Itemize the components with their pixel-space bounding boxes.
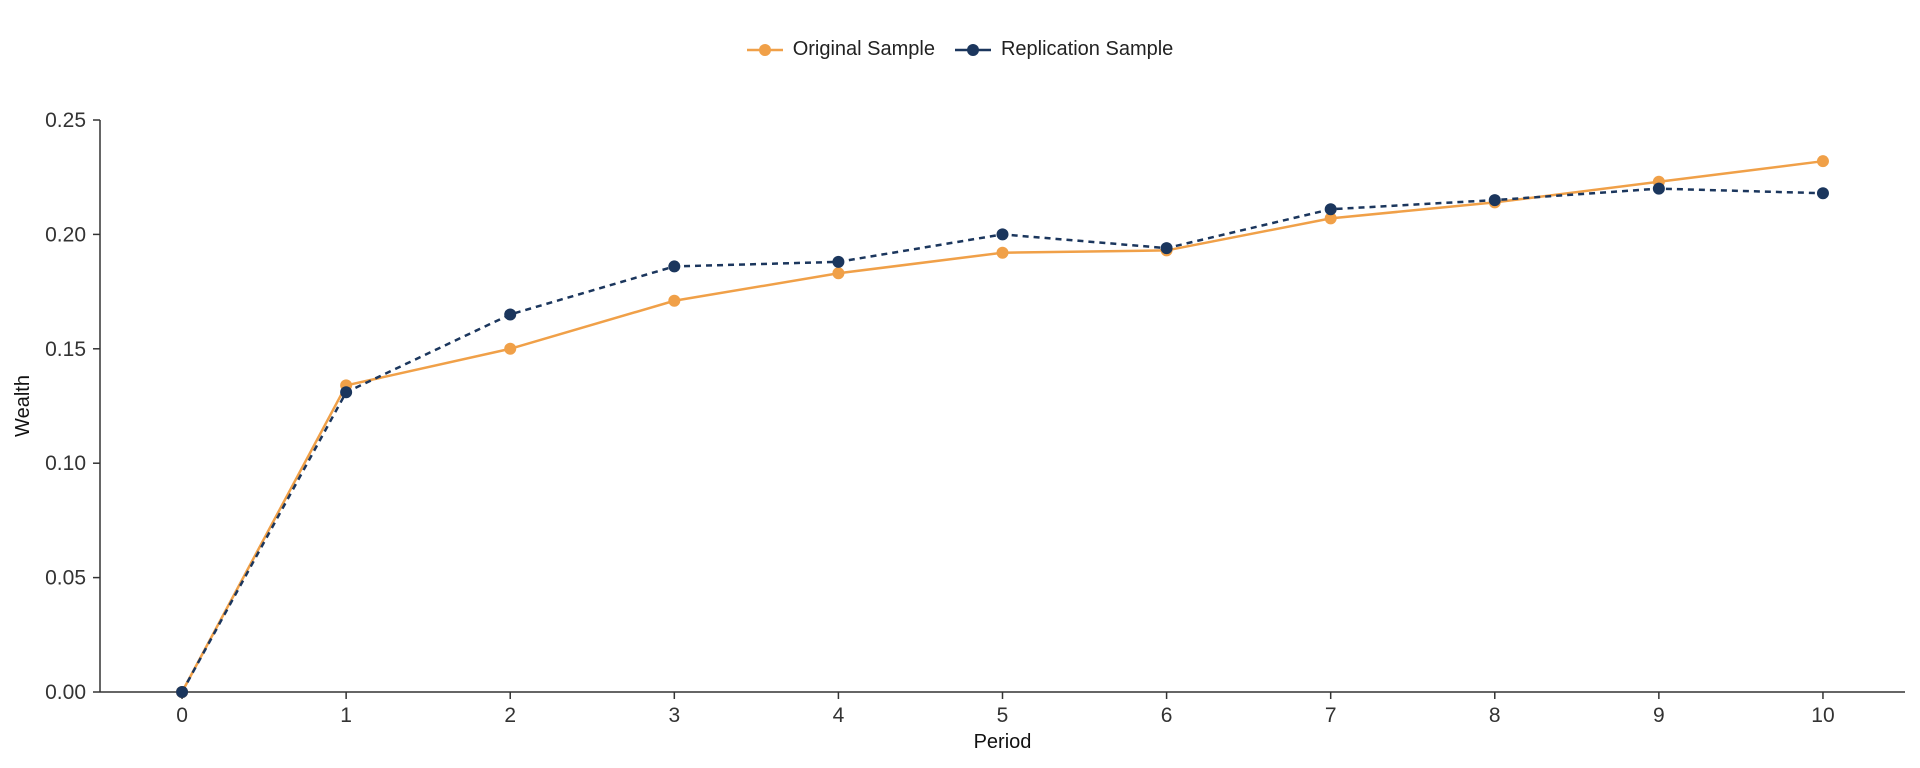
data-point-series-0 [504, 342, 517, 355]
legend-swatch-original [746, 43, 783, 56]
data-point-series-1 [832, 255, 845, 268]
data-point-series-1 [668, 260, 681, 273]
y-tick-label: 0.20 [45, 223, 86, 246]
x-tick-label: 6 [1161, 704, 1173, 727]
data-point-series-0 [996, 246, 1009, 259]
x-tick-label: 4 [833, 704, 845, 727]
data-point-series-0 [1324, 212, 1337, 225]
x-tick-label: 3 [668, 704, 680, 727]
y-tick-label: 0.00 [45, 681, 86, 704]
x-tick-label: 7 [1325, 704, 1337, 727]
legend-label-original: Original Sample [792, 38, 935, 60]
x-axis-title: Period [974, 731, 1032, 753]
data-point-series-1 [340, 386, 353, 399]
legend-label-replication: Replication Sample [1000, 38, 1174, 60]
x-tick-label: 5 [997, 704, 1009, 727]
data-point-series-0 [668, 294, 681, 307]
series-line-0 [180, 159, 1824, 693]
y-tick-label: 0.10 [45, 452, 86, 475]
x-tick-label: 2 [504, 704, 516, 727]
y-tick-label: 0.05 [45, 567, 86, 590]
x-tick-label: 8 [1489, 704, 1501, 727]
y-tick-label: 0.25 [45, 109, 86, 132]
data-point-series-1 [1160, 242, 1173, 255]
x-tick-label: 0 [176, 704, 188, 727]
data-point-series-1 [996, 228, 1009, 241]
data-point-series-1 [176, 686, 189, 698]
legend: Original Sample Replication Sample [0, 38, 1920, 61]
data-point-series-0 [832, 267, 845, 280]
x-tick-label: 10 [1811, 704, 1834, 727]
data-point-series-0 [1816, 155, 1829, 168]
axes: 0.00 0.05 0.10 0.15 0.20 0.25 0 1 2 3 4 5 6 7 8 9 10 [45, 109, 1905, 727]
legend-item-original: Original Sample [746, 38, 935, 61]
y-axis-title: Wealth [12, 375, 34, 437]
data-point-series-1 [1324, 203, 1337, 216]
data-point-series-1 [1488, 194, 1501, 207]
legend-item-replication: Replication Sample [954, 38, 1174, 61]
data-point-series-1 [504, 308, 517, 321]
series-line-1 [180, 187, 1823, 693]
x-tick-label: 9 [1653, 704, 1665, 727]
series-layer [176, 155, 1829, 698]
data-point-series-1 [1652, 182, 1665, 195]
data-point-series-1 [1816, 187, 1829, 200]
y-tick-label: 0.15 [45, 338, 86, 361]
x-tick-label: 1 [340, 704, 352, 727]
legend-swatch-replication [954, 43, 991, 56]
